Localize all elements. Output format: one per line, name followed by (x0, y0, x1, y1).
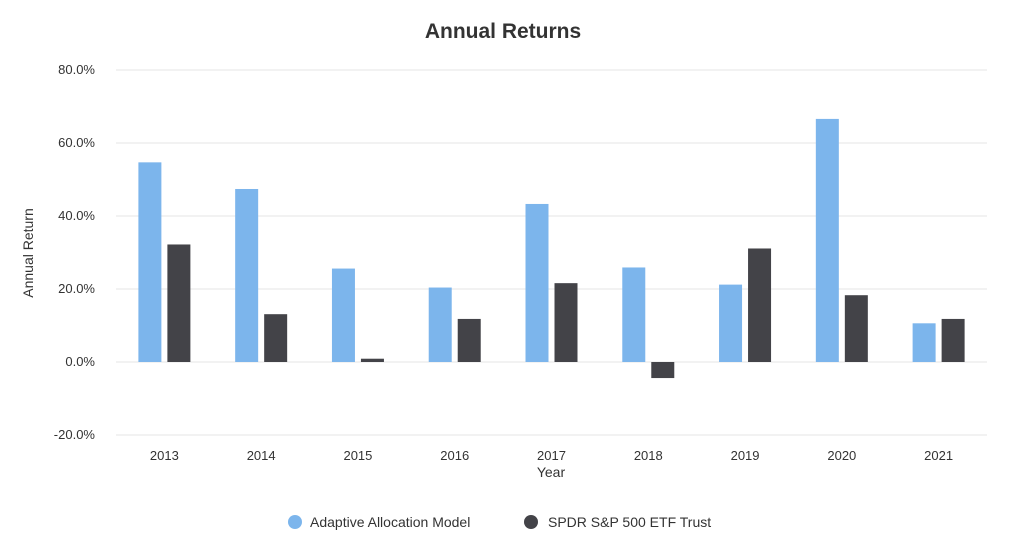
x-tick-label: 2020 (827, 448, 856, 463)
bar-spdr-sp500-2018[interactable] (651, 362, 675, 379)
x-tick-label: 2014 (247, 448, 276, 463)
y-tick-label: -20.0% (54, 427, 96, 442)
y-axis-ticks: -20.0% 0.0% 20.0% 40.0% 60.0% 80.0% (54, 62, 96, 442)
bar-spdr-sp500-2021[interactable] (941, 318, 965, 362)
bar-adaptive-allocation-2016[interactable] (428, 287, 452, 362)
y-tick-label: 20.0% (58, 281, 95, 296)
x-tick-label: 2018 (634, 448, 663, 463)
bar-adaptive-allocation-2019[interactable] (719, 284, 743, 362)
bar-spdr-sp500-2013[interactable] (167, 244, 191, 362)
bar-spdr-sp500-2019[interactable] (748, 248, 772, 362)
y-tick-label: 0.0% (65, 354, 95, 369)
x-tick-label: 2017 (537, 448, 566, 463)
y-tick-label: 60.0% (58, 135, 95, 150)
x-tick-label: 2015 (343, 448, 372, 463)
x-tick-label: 2013 (150, 448, 179, 463)
bar-adaptive-allocation-2021[interactable] (912, 323, 936, 362)
x-tick-label: 2021 (924, 448, 953, 463)
bar-adaptive-allocation-2017[interactable] (525, 203, 549, 362)
bar-spdr-sp500-2015[interactable] (360, 358, 384, 362)
bar-spdr-sp500-2016[interactable] (457, 318, 481, 362)
x-tick-label: 2019 (731, 448, 760, 463)
bar-spdr-sp500-2020[interactable] (844, 295, 868, 362)
x-tick-label: 2016 (440, 448, 469, 463)
bar-adaptive-allocation-2014[interactable] (235, 188, 259, 362)
chart-title: Annual Returns (425, 20, 581, 43)
bar-spdr-sp500-2017[interactable] (554, 283, 578, 362)
legend-label-adaptive-allocation[interactable]: Adaptive Allocation Model (310, 514, 470, 530)
bar-spdr-sp500-2014[interactable] (264, 314, 288, 362)
legend-marker-spdr-sp500[interactable] (524, 515, 538, 529)
bar-adaptive-allocation-2018[interactable] (622, 267, 646, 362)
bar-adaptive-allocation-2013[interactable] (138, 162, 162, 362)
bar-adaptive-allocation-2015[interactable] (331, 268, 355, 362)
bars (138, 118, 965, 379)
y-tick-label: 80.0% (58, 62, 95, 77)
grid-lines (116, 69, 987, 436)
x-axis-ticks: 2013 2014 2015 2016 2017 2018 2019 2020 2021 (150, 448, 953, 463)
legend-marker-adaptive-allocation[interactable] (288, 515, 302, 529)
y-tick-label: 40.0% (58, 208, 95, 223)
legend-label-spdr-sp500[interactable]: SPDR S&P 500 ETF Trust (548, 514, 711, 530)
legend: Adaptive Allocation Model SPDR S&P 500 ET… (288, 514, 711, 530)
bar-adaptive-allocation-2020[interactable] (815, 118, 839, 362)
x-axis-label: Year (537, 464, 566, 480)
y-axis-label: Annual Return (20, 208, 36, 298)
